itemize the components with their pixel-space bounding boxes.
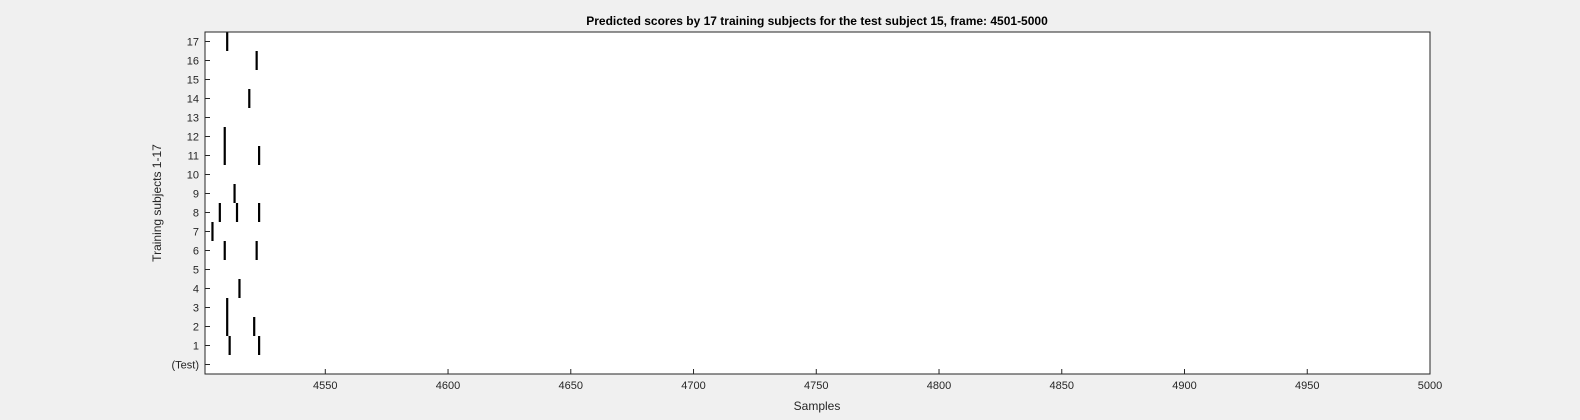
y-tick-label: 16 <box>187 56 199 68</box>
y-tick-label: 4 <box>193 284 199 296</box>
y-tick-label: (Test) <box>172 360 200 372</box>
event-mark-row-11 <box>223 146 226 165</box>
event-mark-row-11 <box>258 146 261 165</box>
event-mark-row-17 <box>226 32 229 51</box>
y-tick-label: 7 <box>193 227 199 239</box>
event-mark-row-7 <box>211 222 214 241</box>
y-tick-label: 1 <box>193 341 199 353</box>
event-mark-row-2 <box>226 317 229 336</box>
x-tick-label: 4950 <box>1295 380 1319 392</box>
x-tick-label: 4600 <box>436 380 460 392</box>
x-tick-label: 4650 <box>559 380 583 392</box>
y-tick-label: 9 <box>193 189 199 201</box>
x-tick-label: 5000 <box>1418 380 1442 392</box>
chart-title: Predicted scores by 17 training subjects… <box>586 14 1048 28</box>
event-mark-row-3 <box>226 298 229 317</box>
x-tick-label: 4750 <box>804 380 828 392</box>
x-tick-label: 4550 <box>313 380 337 392</box>
y-tick-label: 6 <box>193 246 199 258</box>
x-tick-label: 4800 <box>927 380 951 392</box>
y-axis-label: Training subjects 1-17 <box>150 144 164 262</box>
y-tick-label: 8 <box>193 208 199 220</box>
plot-border <box>204 31 1431 375</box>
event-mark-row-8 <box>235 203 239 222</box>
event-mark-row-8 <box>258 203 261 222</box>
y-tick-label: 15 <box>187 75 199 87</box>
y-tick-label: 13 <box>187 113 199 125</box>
x-tick-label: 4850 <box>1050 380 1074 392</box>
y-tick-label: 11 <box>188 151 199 163</box>
y-tick-label: 17 <box>187 37 199 49</box>
event-mark-row-12 <box>223 127 226 146</box>
y-tick-label: 14 <box>187 94 199 106</box>
x-axis-ticks: 4550 4600 4650 4700 4750 4800 4850 4900 4950 5000 <box>313 369 1442 392</box>
y-tick-label: 5 <box>193 265 199 277</box>
y-tick-label: 12 <box>187 132 199 144</box>
event-mark-row-6 <box>223 241 226 260</box>
event-mark-row-4 <box>238 279 241 298</box>
event-mark-row-14 <box>248 89 251 108</box>
event-marks <box>211 32 261 355</box>
event-mark-row-1 <box>258 336 261 355</box>
x-axis-label: Samples <box>794 399 841 413</box>
y-tick-label: 2 <box>193 322 199 334</box>
event-mark-row-16 <box>255 51 258 70</box>
y-tick-label: 10 <box>187 170 199 182</box>
event-mark-row-6 <box>255 241 258 260</box>
y-tick-label: 3 <box>193 303 199 315</box>
x-tick-label: 4700 <box>681 380 705 392</box>
event-mark-row-1 <box>228 336 231 355</box>
x-tick-label: 4900 <box>1172 380 1196 392</box>
event-mark-row-2 <box>253 317 256 336</box>
event-mark-row-9 <box>233 184 236 203</box>
plot-area <box>205 32 1430 374</box>
event-mark-row-8 <box>218 203 221 222</box>
